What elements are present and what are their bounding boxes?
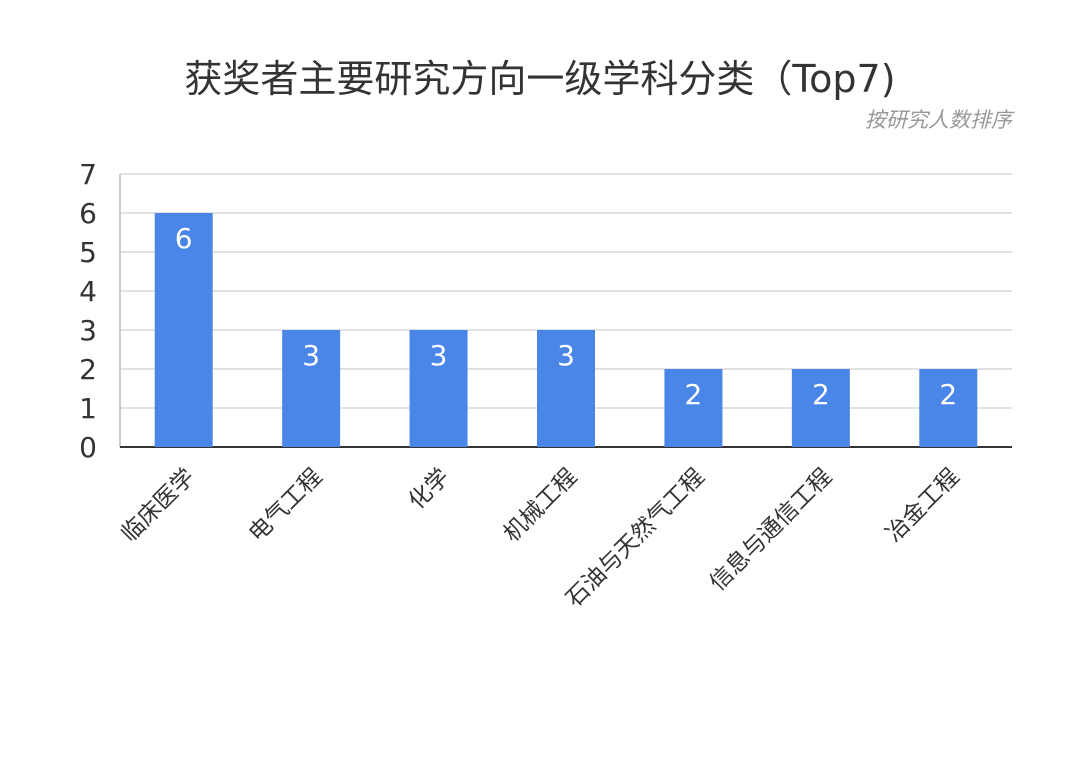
y-tick-label: 7	[79, 158, 97, 191]
bar	[664, 369, 723, 447]
x-tick-label: 石油与天然气工程	[561, 464, 709, 612]
x-tick-label: 冶金工程	[881, 464, 964, 547]
x-tick-label: 机械工程	[499, 464, 582, 547]
data-label: 6	[175, 222, 193, 255]
y-tick-label: 3	[79, 314, 97, 347]
chart-title: 获奖者主要研究方向一级学科分类（Top7)	[184, 57, 896, 101]
y-tick-label: 0	[79, 431, 97, 464]
x-tick-label: 化学	[404, 464, 455, 515]
data-label: 2	[812, 378, 830, 411]
y-tick-label: 6	[79, 197, 97, 230]
x-tick-label: 电气工程	[244, 464, 327, 547]
data-label: 2	[939, 378, 957, 411]
data-label: 3	[302, 339, 320, 372]
bar	[282, 330, 341, 447]
bar	[537, 330, 595, 447]
y-tick-label: 2	[79, 353, 97, 386]
data-label: 2	[685, 378, 703, 411]
y-tick-label: 4	[79, 275, 97, 308]
bar	[919, 369, 978, 447]
bar	[154, 213, 213, 447]
chart-subtitle: 按研究人数排序	[865, 108, 1012, 132]
x-tick-label: 临床医学	[117, 464, 200, 547]
y-tick-label: 1	[79, 392, 97, 425]
bar	[409, 330, 468, 447]
y-tick-label: 5	[79, 236, 97, 269]
bar	[791, 369, 850, 447]
data-label: 3	[430, 339, 448, 372]
data-label: 3	[557, 339, 575, 372]
x-tick-label: 信息与通信工程	[705, 464, 837, 596]
